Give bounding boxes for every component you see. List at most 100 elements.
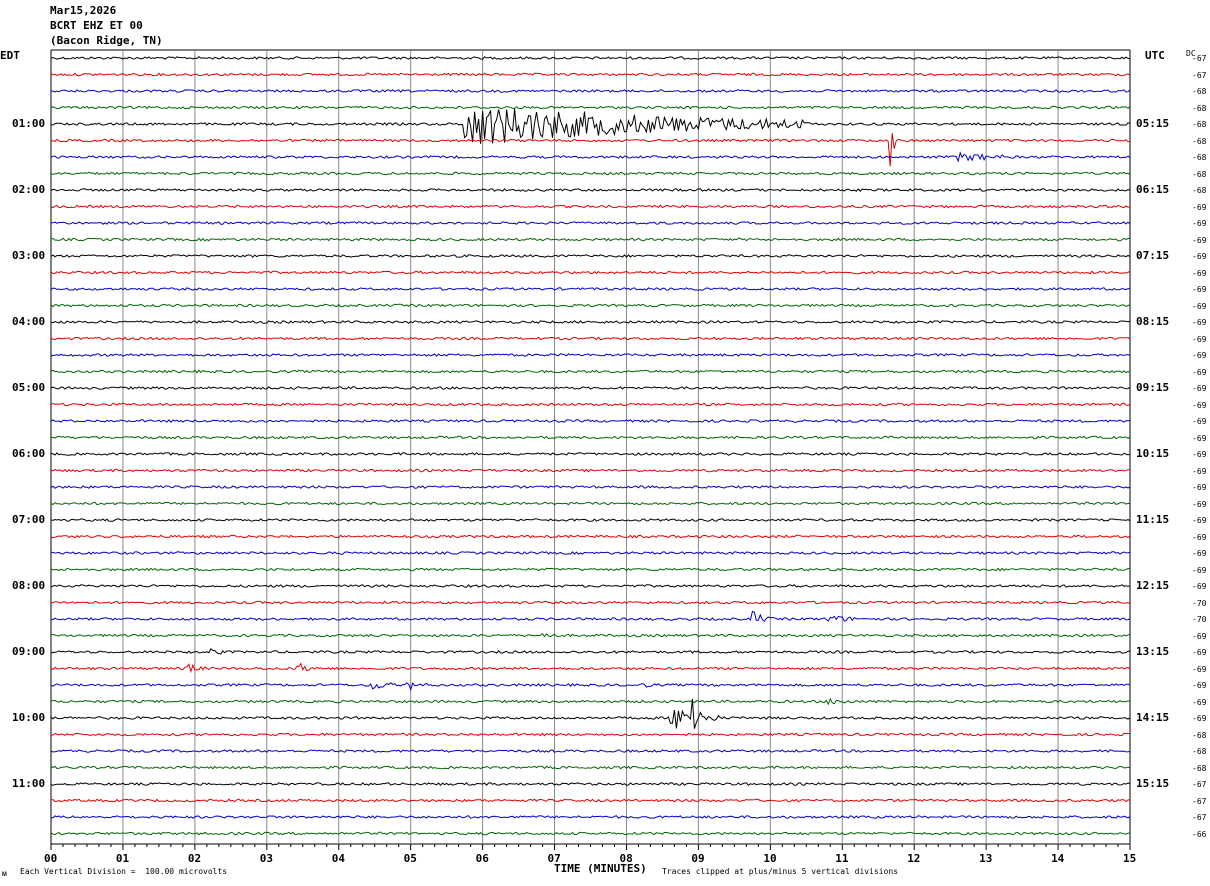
trace-row-45 bbox=[50, 798, 1131, 803]
x-tick-label: 11 bbox=[835, 852, 849, 865]
dc-offset-value: -70 bbox=[1192, 615, 1207, 624]
dc-offset-value: -68 bbox=[1192, 169, 1207, 179]
x-tick-label: 04 bbox=[331, 852, 345, 865]
x-tick-label: 02 bbox=[187, 852, 202, 865]
x-tick-label: 15 bbox=[1123, 852, 1137, 865]
dc-offset-value: -69 bbox=[1192, 235, 1207, 245]
dc-offset-value: -68 bbox=[1192, 103, 1207, 113]
trace-row-5 bbox=[50, 133, 1131, 167]
dc-offset-value: -68 bbox=[1192, 730, 1207, 740]
dc-offset-value: -69 bbox=[1192, 219, 1207, 228]
dc-offset-value: -69 bbox=[1192, 714, 1207, 723]
trace-row-0 bbox=[50, 56, 1131, 60]
dc-offset-value: -68 bbox=[1192, 186, 1207, 195]
trace-row-28 bbox=[50, 518, 1131, 522]
dc-offset-value: -69 bbox=[1192, 681, 1207, 690]
dc-offset-value: -69 bbox=[1192, 631, 1207, 641]
dc-offset-header: DC bbox=[1186, 49, 1196, 58]
dc-offset-value: -67 bbox=[1192, 54, 1207, 63]
dc-offset-value: -69 bbox=[1192, 334, 1207, 344]
trace-row-9 bbox=[50, 204, 1130, 209]
x-tick-label: 09 bbox=[691, 852, 705, 865]
trace-row-47 bbox=[50, 831, 1131, 836]
right-hour-label: 07:15 bbox=[1136, 249, 1170, 262]
trace-row-40 bbox=[50, 698, 1131, 729]
dc-offset-value: -69 bbox=[1192, 697, 1207, 707]
dc-offset-value: -69 bbox=[1192, 483, 1207, 492]
right-hour-label: 06:15 bbox=[1136, 183, 1170, 196]
right-hour-label: 05:15 bbox=[1136, 117, 1170, 130]
right-hour-label: 13:15 bbox=[1136, 645, 1170, 658]
trace-row-39 bbox=[50, 697, 1130, 706]
dc-offset-value: -69 bbox=[1192, 582, 1207, 591]
trace-row-19 bbox=[50, 369, 1131, 374]
trace-row-22 bbox=[50, 419, 1131, 423]
dc-offset-value: -69 bbox=[1192, 664, 1207, 674]
trace-row-46 bbox=[50, 815, 1131, 819]
dc-offset-value: -69 bbox=[1192, 516, 1207, 525]
trace-row-25 bbox=[50, 468, 1131, 473]
dc-offset-value: -69 bbox=[1192, 318, 1207, 327]
dc-offset-value: -69 bbox=[1192, 202, 1207, 212]
dc-offset-value: -69 bbox=[1192, 268, 1207, 278]
dc-offset-value: -69 bbox=[1192, 499, 1207, 509]
dc-offset-value: -69 bbox=[1192, 285, 1207, 294]
dc-offset-value: -70 bbox=[1192, 598, 1207, 608]
dc-offset-value: -69 bbox=[1192, 532, 1207, 542]
dc-offset-value: -69 bbox=[1192, 417, 1207, 426]
header-location: (Bacon Ridge, TN) bbox=[50, 34, 163, 47]
corner-mark: ᴍ bbox=[2, 869, 7, 878]
right-hour-label: 10:15 bbox=[1136, 447, 1170, 460]
left-hour-label: 01:00 bbox=[12, 117, 46, 130]
trace-row-31 bbox=[50, 567, 1131, 572]
trace-row-18 bbox=[50, 353, 1131, 357]
right-hour-label: 08:15 bbox=[1136, 315, 1170, 328]
dc-offset-value: -67 bbox=[1192, 796, 1207, 806]
dc-offset-value: -69 bbox=[1192, 648, 1207, 657]
dc-offset-value: -69 bbox=[1192, 384, 1207, 393]
left-hour-label: 03:00 bbox=[12, 249, 46, 262]
trace-row-34 bbox=[50, 610, 1131, 622]
dc-offset-value: -69 bbox=[1192, 433, 1207, 443]
left-hour-label: 06:00 bbox=[12, 447, 46, 460]
trace-row-6 bbox=[50, 151, 1131, 163]
trace-row-12 bbox=[50, 254, 1131, 258]
trace-row-3 bbox=[50, 105, 1131, 110]
trace-row-13 bbox=[50, 270, 1131, 275]
trace-row-33 bbox=[50, 600, 1131, 605]
scale-note: Each Vertical Division = 100.00 microvol… bbox=[20, 867, 228, 876]
dc-offset-value: -68 bbox=[1192, 136, 1207, 146]
trace-row-2 bbox=[50, 89, 1131, 93]
trace-row-15 bbox=[50, 303, 1131, 308]
left-hour-label: 10:00 bbox=[12, 711, 46, 724]
left-hour-label: 08:00 bbox=[12, 579, 46, 592]
trace-row-42 bbox=[50, 749, 1131, 753]
dc-offset-value: -69 bbox=[1192, 301, 1207, 311]
trace-row-10 bbox=[50, 221, 1131, 225]
trace-row-14 bbox=[50, 287, 1131, 291]
dc-offset-value: -67 bbox=[1192, 780, 1207, 789]
trace-row-7 bbox=[50, 171, 1131, 176]
x-tick-label: 14 bbox=[1051, 852, 1065, 865]
left-timezone-label: EDT bbox=[0, 49, 20, 62]
dc-offset-value: -68 bbox=[1192, 120, 1207, 129]
dc-offset-value: -68 bbox=[1192, 87, 1207, 96]
trace-row-27 bbox=[50, 501, 1131, 506]
trace-row-32 bbox=[50, 584, 1131, 588]
right-hour-label: 14:15 bbox=[1136, 711, 1170, 724]
dc-offset-value: -67 bbox=[1192, 813, 1207, 822]
right-timezone-label: UTC bbox=[1145, 49, 1165, 62]
left-hour-label: 02:00 bbox=[12, 183, 46, 196]
trace-row-8 bbox=[50, 188, 1131, 192]
x-tick-label: 08 bbox=[619, 852, 633, 865]
right-hour-label: 15:15 bbox=[1136, 777, 1170, 790]
right-hour-label: 11:15 bbox=[1136, 513, 1170, 526]
trace-row-29 bbox=[50, 534, 1131, 539]
left-hour-label: 07:00 bbox=[12, 513, 46, 526]
dc-offset-value: -69 bbox=[1192, 466, 1207, 476]
right-hour-label: 12:15 bbox=[1136, 579, 1170, 592]
dc-offset-value: -69 bbox=[1192, 549, 1207, 558]
trace-row-35 bbox=[50, 632, 1131, 638]
header-station: BCRT EHZ ET 00 bbox=[50, 19, 143, 32]
